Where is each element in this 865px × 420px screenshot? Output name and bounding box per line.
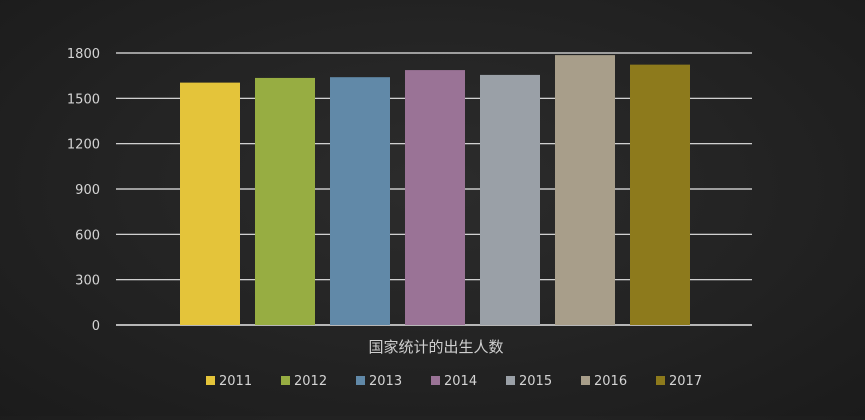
bar-2013: [330, 77, 390, 325]
legend-swatch-2016: [581, 376, 590, 385]
legend-label-2012: 2012: [294, 374, 327, 389]
legend-swatch-2014: [431, 376, 440, 385]
bar-2016: [555, 55, 615, 326]
x-axis-label: 国家统计的出生人数: [368, 338, 503, 356]
bar-2012: [255, 77, 315, 325]
legend-swatch-2017: [656, 376, 665, 385]
legend-swatch-2015: [506, 376, 515, 385]
bar-2011: [180, 82, 240, 326]
bar-2014: [405, 70, 465, 325]
y-axis-ticks: 0 300 600 900 1200 1500 1800: [67, 47, 100, 334]
legend-swatch-2013: [356, 376, 365, 385]
legend-label-2011: 2011: [219, 374, 252, 389]
legend-label-2013: 2013: [369, 374, 402, 389]
legend-swatch-2012: [281, 376, 290, 385]
y-tick-label: 1500: [67, 92, 100, 107]
y-tick-label: 300: [75, 274, 100, 289]
legend-label-2015: 2015: [519, 374, 552, 389]
y-tick-label: 0: [92, 319, 100, 334]
bar-2017: [630, 64, 690, 325]
legend-label-2017: 2017: [669, 374, 702, 389]
bars: [180, 55, 690, 326]
legend: 2011 2012 2013 2014 2015 2016 2017: [206, 374, 702, 389]
y-tick-label: 1800: [67, 47, 100, 62]
y-tick-label: 600: [75, 228, 100, 243]
legend-label-2016: 2016: [594, 374, 627, 389]
legend-swatch-2011: [206, 376, 215, 385]
legend-label-2014: 2014: [444, 374, 477, 389]
y-tick-label: 1200: [67, 138, 100, 153]
bar-2015: [480, 74, 540, 326]
y-tick-label: 900: [75, 183, 100, 198]
